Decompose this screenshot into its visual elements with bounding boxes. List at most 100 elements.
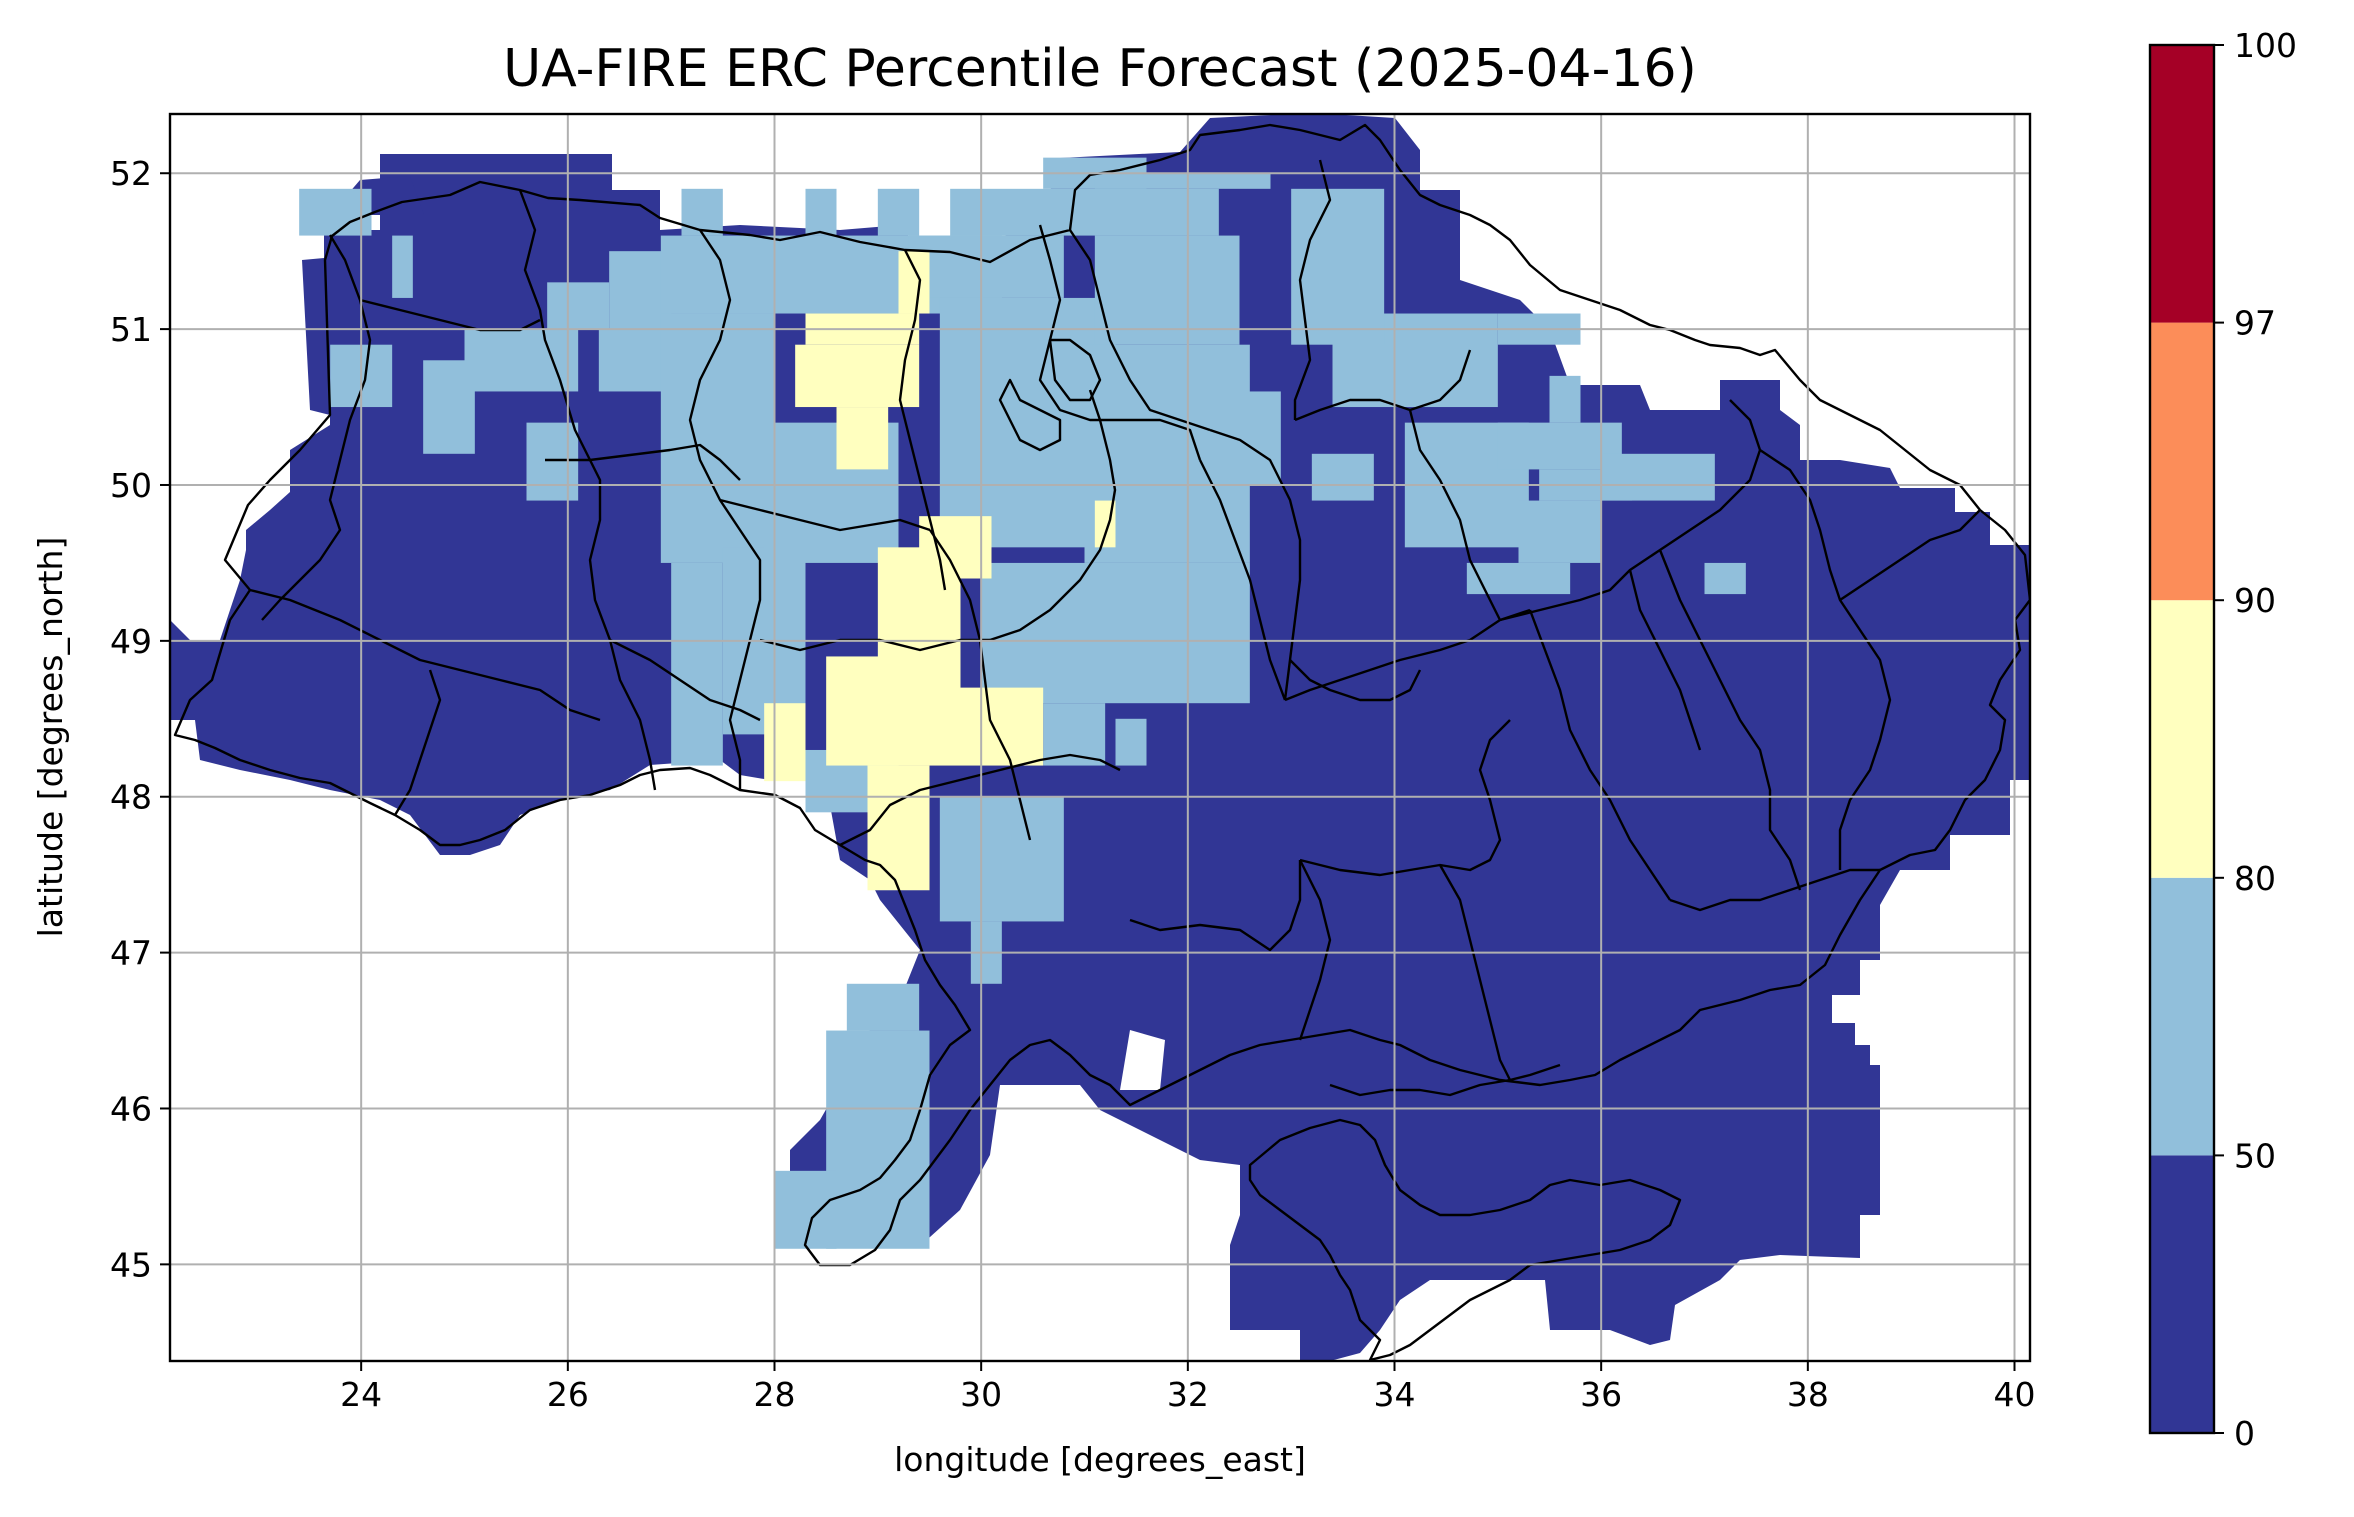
y-tick-label: 50 — [110, 466, 152, 505]
colorbar: 0 50 80 90 97 100 — [2148, 26, 2297, 1453]
oblast-line — [998, 378, 1062, 452]
erc-cell-50-80 — [1094, 173, 1271, 189]
erc-cell-50-80 — [1094, 235, 1240, 345]
y-tick-label: 46 — [110, 1089, 152, 1128]
oblast-line — [1839, 509, 1981, 601]
oblast-line — [1499, 399, 1762, 622]
x-axis-ticks: 24 26 28 30 32 34 36 38 40 — [340, 1361, 2036, 1414]
y-tick-label: 51 — [110, 310, 152, 349]
colorbar-tick-label: 100 — [2234, 26, 2297, 65]
oblast-line — [989, 389, 1117, 642]
colorbar-segment — [2150, 600, 2214, 878]
erc-cell-50-80 — [1518, 500, 1602, 563]
oblast-line — [1129, 860, 1302, 952]
oblast-line — [898, 249, 947, 591]
oblast-line — [1658, 549, 1802, 891]
erc-cell-80-90 — [867, 765, 930, 891]
erc-cell-50-80 — [1115, 718, 1147, 766]
y-axis-label: latitude [degrees_north] — [31, 537, 70, 938]
x-tick-label: 36 — [1580, 1375, 1622, 1414]
oblast-line — [1038, 224, 1202, 461]
erc-cell-50-80 — [547, 282, 610, 330]
erc-cell-50-80 — [299, 188, 372, 236]
oblast-line — [1198, 459, 1287, 701]
oblast-line — [393, 669, 442, 816]
erc-cell-50-80 — [846, 983, 920, 1031]
map-gridlines — [170, 114, 2030, 1361]
oblast-boundaries — [173, 123, 2030, 1361]
erc-cell-50-80 — [681, 188, 723, 236]
x-tick-label: 24 — [340, 1375, 382, 1414]
map-plot-area — [170, 114, 2030, 1361]
oblast-line — [1209, 428, 1302, 701]
y-tick-label: 45 — [110, 1245, 152, 1284]
erc-cell-80-90 — [960, 687, 1044, 766]
colorbar-frame — [2148, 43, 2216, 1435]
y-tick-label: 47 — [110, 934, 152, 973]
oblast-line — [688, 229, 762, 790]
oblast-line — [545, 443, 741, 481]
erc-cell-50-80 — [671, 562, 723, 766]
erc-cell-80-90 — [898, 251, 930, 314]
map-title: UA-FIRE ERC Percentile Forecast (2025-04… — [503, 39, 1697, 99]
erc-cell-50-80 — [1704, 562, 1746, 595]
oblast-line — [1284, 608, 1531, 702]
erc-cell-50-80 — [939, 796, 1064, 922]
erc-class-80-90 — [764, 251, 1116, 891]
erc-class-50-80 — [299, 157, 1746, 1249]
erc-cell-50-80 — [950, 188, 1219, 236]
erc-cell-50-80 — [981, 562, 1250, 704]
x-tick-label: 26 — [547, 1375, 589, 1414]
oblast-line — [1298, 859, 1332, 1041]
crimea-boundary — [1248, 1118, 1682, 1361]
oblast-line — [839, 753, 1121, 847]
x-tick-label: 38 — [1787, 1375, 1829, 1414]
colorbar-segment — [2150, 877, 2214, 1156]
oblast-line — [1289, 659, 1422, 702]
colorbar-segment — [2150, 322, 2214, 601]
oblast-line — [1628, 569, 1702, 751]
colorbar-tick-label: 0 — [2234, 1414, 2255, 1453]
erc-cell-50-80 — [805, 188, 837, 236]
colorbar-tick-label: 50 — [2234, 1136, 2276, 1175]
erc-cell-50-80 — [392, 235, 413, 298]
y-tick-label: 48 — [110, 778, 152, 817]
erc-cell-50-80 — [1311, 453, 1374, 501]
erc-cell-50-80 — [1466, 562, 1571, 595]
oblast-line — [1759, 449, 1892, 870]
erc-cell-50-80 — [774, 1170, 837, 1249]
azov-coast — [1329, 1063, 1561, 1097]
y-axis-ticks: 45 46 47 48 49 50 51 52 — [110, 154, 170, 1284]
erc-cell-50-80 — [526, 422, 579, 501]
oblast-line — [1299, 719, 1511, 877]
oblast-line — [1293, 159, 1332, 420]
x-axis-label: longitude [degrees_east] — [894, 1440, 1306, 1479]
colorbar-tick-label: 80 — [2234, 859, 2276, 898]
oblast-line — [1669, 868, 1880, 912]
oblast-line — [1408, 409, 1502, 621]
erc-cell-50-80 — [877, 188, 920, 236]
erc-cell-50-80 — [1291, 188, 1385, 345]
oblast-line — [518, 189, 657, 791]
country-boundary — [173, 123, 2030, 1267]
x-tick-label: 32 — [1167, 1375, 1209, 1414]
colorbar-segment — [2150, 45, 2214, 323]
x-tick-label: 34 — [1374, 1375, 1416, 1414]
colorbar-tick-label: 97 — [2234, 304, 2276, 343]
erc-cell-50-80 — [1549, 375, 1581, 423]
colorbar-tick-label: 90 — [2234, 581, 2276, 620]
erc-cell-50-80 — [826, 1030, 930, 1249]
oblast-line — [1528, 609, 1671, 901]
oblast-line — [609, 638, 761, 722]
oblast-line — [1438, 864, 1512, 1081]
x-tick-label: 40 — [1994, 1375, 2036, 1414]
erc-cell-50-80 — [908, 235, 1064, 298]
oblast-line — [1069, 229, 1211, 432]
x-tick-label: 30 — [960, 1375, 1002, 1414]
erc-cell-50-80 — [1601, 453, 1715, 501]
erc-cell-50-80 — [660, 313, 775, 563]
erc-cell-80-90 — [795, 344, 920, 408]
colorbar-segment — [2150, 1155, 2214, 1433]
erc-cell-80-90 — [764, 703, 806, 782]
